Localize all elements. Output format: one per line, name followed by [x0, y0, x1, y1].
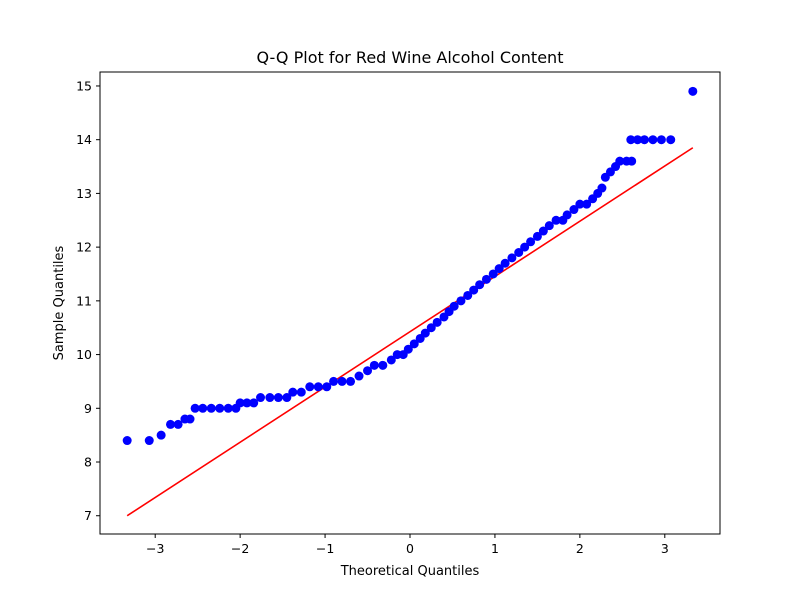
- data-point: [532, 231, 542, 241]
- data-point: [656, 135, 666, 145]
- data-point: [322, 382, 332, 392]
- data-point: [242, 398, 252, 408]
- data-point: [173, 419, 183, 429]
- data-point: [144, 436, 154, 446]
- data-point: [494, 264, 504, 274]
- data-point: [190, 403, 200, 413]
- data-point: [122, 436, 132, 446]
- data-point: [378, 360, 388, 370]
- y-tick-label: 12: [76, 240, 92, 255]
- x-tick-label: 0: [406, 541, 414, 556]
- data-point: [296, 387, 306, 397]
- x-axis-title: Theoretical Quantiles: [340, 564, 480, 579]
- data-point: [500, 258, 510, 268]
- data-point: [456, 296, 466, 306]
- y-tick-label: 7: [84, 508, 92, 523]
- data-point: [256, 393, 266, 403]
- data-point: [526, 237, 536, 247]
- data-point: [420, 328, 430, 338]
- x-tick-label: 2: [576, 541, 584, 556]
- x-axis-ticks: −3 −2 −1 0 1 2 3: [146, 534, 669, 556]
- data-point: [305, 382, 315, 392]
- data-point: [488, 269, 498, 279]
- data-point: [544, 221, 554, 231]
- data-point: [639, 135, 649, 145]
- data-point: [223, 403, 233, 413]
- data-point: [615, 156, 625, 166]
- data-point: [337, 376, 347, 386]
- data-point: [313, 382, 323, 392]
- data-point: [156, 430, 166, 440]
- data-point: [432, 317, 442, 327]
- data-point: [282, 393, 292, 403]
- y-tick-label: 14: [76, 132, 92, 147]
- data-point: [369, 360, 379, 370]
- data-points-group: [122, 86, 698, 446]
- reference-line: [126, 147, 694, 517]
- y-tick-label: 10: [76, 347, 92, 362]
- x-tick-label: −1: [316, 541, 334, 556]
- data-point: [354, 371, 364, 381]
- data-point: [666, 135, 676, 145]
- y-tick-label: 15: [76, 78, 92, 93]
- data-point: [409, 339, 419, 349]
- x-tick-label: 3: [661, 541, 669, 556]
- data-point: [463, 290, 473, 300]
- data-point: [626, 135, 636, 145]
- data-point: [346, 376, 356, 386]
- x-tick-label: 1: [491, 541, 499, 556]
- data-point: [551, 215, 561, 225]
- data-point: [273, 393, 283, 403]
- data-point: [329, 376, 339, 386]
- data-point: [475, 280, 485, 290]
- y-tick-label: 9: [84, 401, 92, 416]
- data-point: [538, 226, 548, 236]
- data-point: [288, 387, 298, 397]
- data-point: [514, 248, 524, 258]
- data-point: [648, 135, 658, 145]
- data-point: [597, 183, 607, 193]
- x-tick-label: −2: [231, 541, 249, 556]
- data-point: [198, 403, 208, 413]
- data-point: [569, 205, 579, 215]
- data-point: [633, 135, 643, 145]
- data-point: [185, 414, 195, 424]
- y-axis-ticks: 7 8 9 10 11 12 13 14 15: [76, 78, 100, 523]
- data-point: [688, 86, 698, 96]
- data-point: [469, 285, 479, 295]
- y-tick-label: 11: [76, 293, 92, 308]
- data-point: [363, 366, 373, 376]
- data-point: [206, 403, 216, 413]
- data-point: [575, 199, 585, 209]
- data-point: [426, 323, 436, 333]
- data-point: [627, 156, 637, 166]
- data-point: [235, 398, 245, 408]
- data-point: [562, 210, 572, 220]
- y-tick-label: 13: [76, 186, 92, 201]
- data-point: [215, 403, 225, 413]
- data-point: [582, 199, 592, 209]
- chart-title: Q-Q Plot for Red Wine Alcohol Content: [257, 48, 564, 67]
- data-point: [507, 253, 517, 263]
- data-point: [249, 398, 259, 408]
- data-point: [165, 419, 175, 429]
- data-point: [481, 274, 491, 284]
- y-tick-label: 8: [84, 455, 92, 470]
- y-axis-title: Sample Quantiles: [52, 245, 67, 360]
- data-point: [403, 344, 413, 354]
- data-point: [386, 355, 396, 365]
- data-point: [449, 301, 459, 311]
- data-point: [265, 393, 275, 403]
- data-point: [520, 242, 530, 252]
- reference-line-group: [126, 147, 694, 517]
- x-tick-label: −3: [146, 541, 164, 556]
